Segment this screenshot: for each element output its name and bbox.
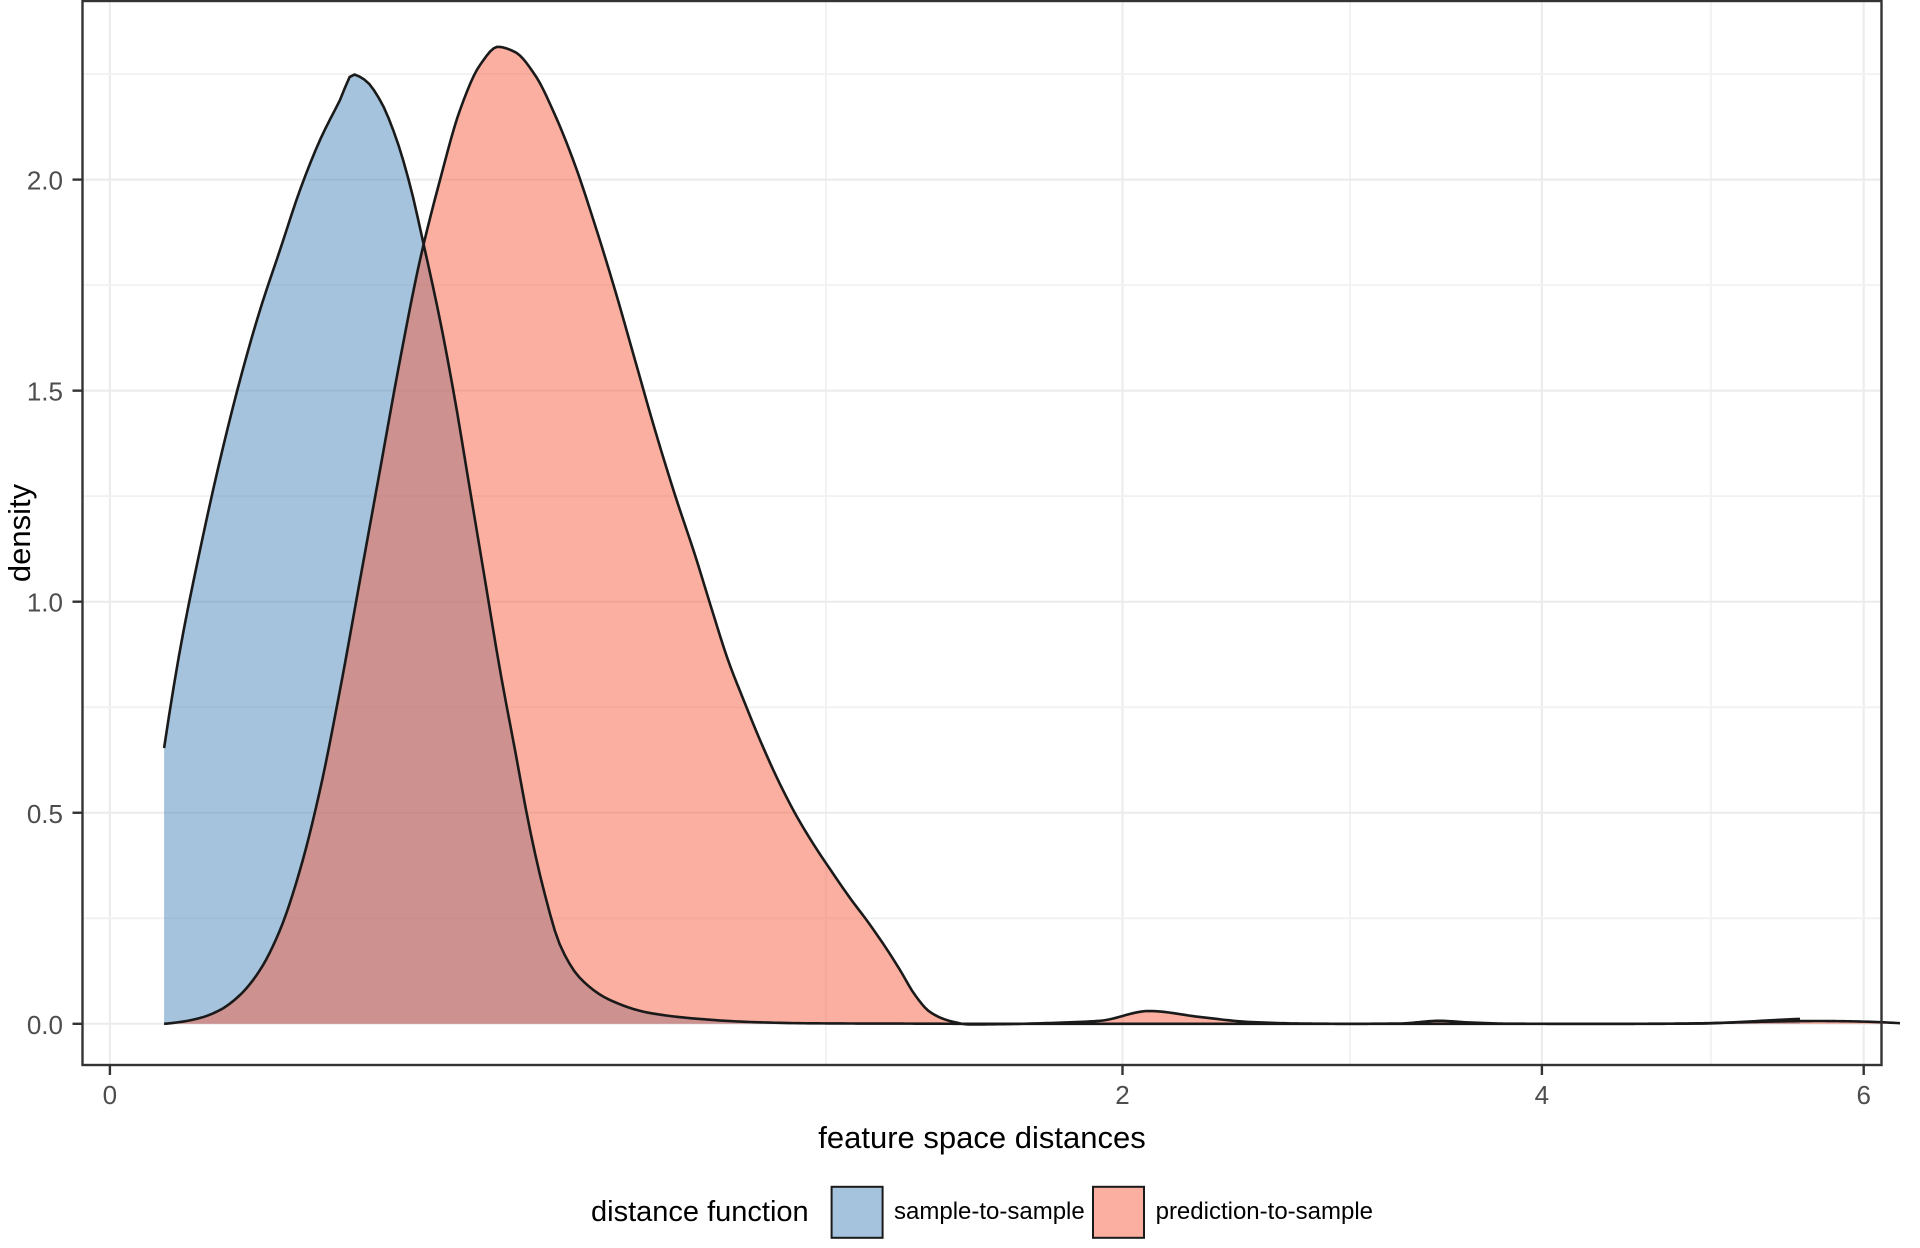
svg-text:sample-to-sample: sample-to-sample (894, 1198, 1085, 1225)
svg-text:density: density (2, 483, 37, 582)
svg-text:1.0: 1.0 (27, 588, 63, 618)
svg-text:1.5: 1.5 (27, 377, 63, 407)
svg-text:distance function: distance function (591, 1196, 809, 1228)
svg-text:6: 6 (1856, 1080, 1870, 1110)
svg-text:2.0: 2.0 (27, 166, 63, 196)
svg-text:2: 2 (1115, 1080, 1129, 1110)
svg-text:prediction-to-sample: prediction-to-sample (1156, 1198, 1373, 1225)
svg-text:0.5: 0.5 (27, 799, 63, 829)
svg-text:0: 0 (103, 1080, 117, 1110)
svg-text:0.0: 0.0 (27, 1010, 63, 1040)
svg-text:4: 4 (1535, 1080, 1549, 1110)
svg-text:feature space distances: feature space distances (818, 1120, 1145, 1155)
